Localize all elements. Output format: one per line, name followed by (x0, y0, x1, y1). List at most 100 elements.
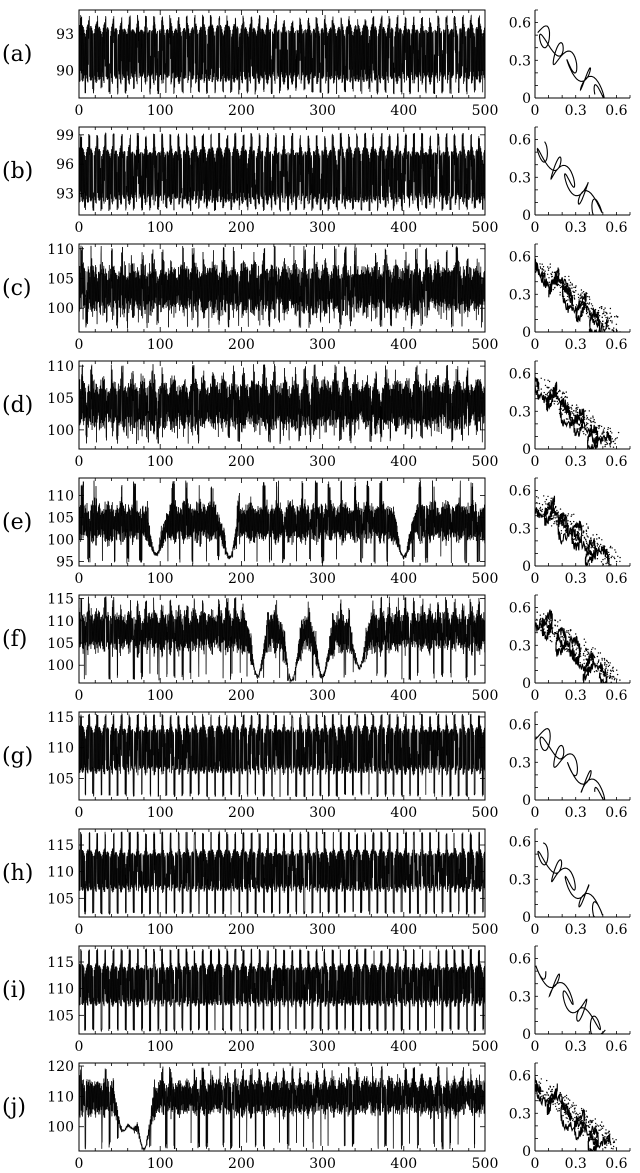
phase-point (606, 1144, 608, 1146)
phase-point (550, 388, 552, 391)
phase-point (576, 647, 578, 649)
phase-point (550, 620, 552, 622)
phase-point (556, 625, 559, 627)
phase-point (577, 1125, 580, 1128)
phase-point (611, 320, 613, 322)
plot-frame (78, 243, 486, 333)
phase-point (597, 1125, 600, 1127)
y-tick-label: 110 (47, 982, 74, 998)
phase-point (545, 403, 548, 405)
phase-point (585, 434, 587, 436)
phase-point (593, 310, 595, 313)
phase-point (565, 1094, 568, 1097)
phase-point (536, 496, 538, 498)
phase-point (548, 502, 550, 504)
plot-frame (78, 1062, 486, 1152)
phase-point (539, 614, 541, 616)
phase-point (580, 1118, 583, 1120)
phase-point (548, 398, 551, 400)
phase-point (555, 395, 557, 397)
phase-point (617, 685, 618, 686)
phase-point (612, 1138, 614, 1140)
phase-point (606, 676, 608, 679)
x-tick-label: 0 (75, 103, 84, 119)
phase-point (597, 660, 600, 663)
phase-point (567, 630, 570, 632)
phase-point (582, 427, 584, 429)
phase-point (551, 1097, 553, 1099)
phase-point (567, 1103, 569, 1105)
phase-point (551, 510, 553, 512)
phase-point (563, 628, 565, 630)
plot-frame (78, 360, 486, 450)
phase-point (569, 289, 572, 292)
phase-point (611, 667, 614, 669)
phase-x-tick-label: 0.3 (565, 454, 587, 470)
phase-trajectory (535, 728, 606, 800)
x-tick-label: 200 (228, 1156, 255, 1172)
phase-point (590, 1120, 593, 1122)
phase-x-tick-label: 0.6 (605, 688, 627, 704)
phase-point (610, 316, 612, 318)
phase-point (546, 281, 549, 283)
phase-point (564, 275, 566, 278)
phase-point (548, 517, 550, 519)
phase-y-tick-label: 0.3 (509, 1106, 531, 1122)
phase-point (592, 652, 594, 654)
phase-point (563, 392, 565, 395)
phase-point (555, 517, 557, 519)
time-series-line (79, 132, 485, 212)
phase-point (577, 417, 579, 420)
y-tick-label: 105 (47, 771, 74, 787)
phase-point (541, 1095, 543, 1098)
phase-point (615, 560, 618, 563)
phase-point (582, 654, 585, 656)
phase-point (581, 1120, 583, 1122)
phase-y-tick-label: 0 (522, 91, 531, 107)
phase-point (572, 419, 574, 421)
phase-point (552, 509, 554, 511)
phase-point (608, 551, 610, 554)
phase-point (547, 379, 549, 381)
phase-point (611, 676, 613, 678)
x-tick-label: 500 (472, 922, 499, 938)
phase-point (560, 279, 563, 282)
phase-point (600, 553, 602, 555)
phase-point (586, 653, 588, 656)
phase-point (540, 267, 542, 269)
phase-point (566, 402, 569, 404)
phase-point (548, 380, 551, 383)
phase-point (537, 513, 539, 515)
phase-point (581, 423, 584, 425)
phase-point (543, 514, 546, 516)
phase-point (565, 299, 568, 302)
phase-point (601, 316, 603, 318)
phase-point (609, 1133, 611, 1135)
phase-point (565, 514, 567, 516)
phase-point (588, 303, 590, 305)
phase-point (572, 1119, 574, 1122)
phase-point (594, 1127, 596, 1130)
x-tick-label: 500 (472, 805, 499, 821)
phase-trajectory (535, 965, 606, 1034)
phase-point (562, 639, 565, 641)
phase-point (574, 644, 576, 646)
phase-point (566, 396, 568, 399)
phase-point (597, 319, 599, 321)
phase-point (575, 408, 577, 410)
phase-point (573, 286, 575, 289)
phase-point (570, 515, 572, 517)
phase-point (597, 549, 599, 551)
phase-point (551, 282, 553, 285)
phase-point (564, 395, 567, 398)
phase-point (596, 545, 599, 547)
phase-point (567, 288, 569, 290)
phase-point (546, 282, 549, 284)
phase-point (571, 297, 573, 299)
phase-point (606, 660, 608, 662)
phase-point (592, 1132, 594, 1135)
phase-point (592, 429, 594, 431)
phase-point (569, 284, 571, 286)
phase-point (585, 422, 588, 424)
